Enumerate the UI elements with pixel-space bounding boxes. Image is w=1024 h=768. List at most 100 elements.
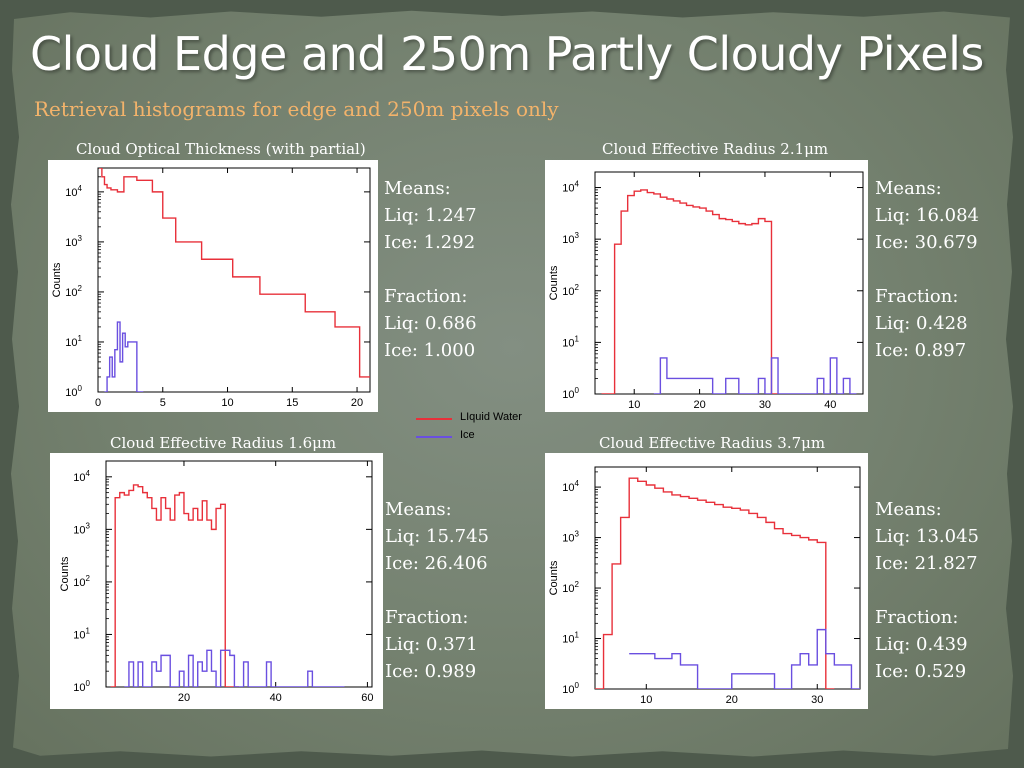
plot-frame	[97, 167, 371, 393]
y-axis-label: Counts	[548, 560, 560, 595]
liq-fraction: Liq: 0.371	[385, 634, 478, 655]
chart-panel-r21: 10 20 30 40 100 101 102 103 104 Counts	[545, 160, 868, 412]
liquid-water-series	[110, 484, 239, 687]
ice-mean: Ice: 21.827	[875, 553, 978, 574]
y-tick-label: 101	[562, 334, 579, 349]
y-tick-exponent: 0	[78, 384, 83, 393]
ice-series	[629, 628, 860, 689]
stats-cot: Means: Liq: 1.247 Ice: 1.292 Fraction: L…	[384, 175, 477, 364]
y-tick-label: 100	[73, 679, 90, 694]
x-tick-label: 30	[811, 694, 823, 706]
y-tick-label: 102	[562, 283, 579, 298]
y-tick-label: 102	[65, 284, 82, 299]
y-tick-exponent: 2	[78, 284, 83, 293]
slide-title: Cloud Edge and 250m Partly Cloudy Pixels	[30, 27, 984, 81]
slide-subtitle: Retrieval histograms for edge and 250m p…	[34, 97, 559, 121]
chart-title-r16: Cloud Effective Radius 1.6μm	[110, 434, 337, 452]
liquid-water-series	[595, 477, 835, 689]
y-tick-exponent: 1	[86, 626, 91, 635]
x-tick-label: 10	[640, 694, 652, 706]
liq-mean: Liq: 1.247	[384, 205, 477, 226]
liquid-water-series	[99, 168, 370, 378]
means-label: Means:	[875, 499, 942, 520]
y-tick-label: 100	[562, 386, 579, 401]
legend-swatch-liquid	[416, 418, 452, 420]
means-label: Means:	[875, 178, 942, 199]
y-tick-exponent: 3	[86, 521, 91, 530]
y-tick-exponent: 2	[575, 580, 580, 589]
ice-series	[124, 649, 345, 687]
stats-r16: Means: Liq: 15.745 Ice: 26.406 Fraction:…	[385, 496, 489, 685]
ice-series	[653, 357, 857, 394]
x-tick-label: 5	[160, 397, 166, 409]
liquid-water-series	[601, 189, 779, 394]
x-tick-label: 10	[221, 397, 233, 409]
liq-fraction: Liq: 0.686	[384, 313, 477, 334]
x-tick-label: 0	[95, 397, 101, 409]
y-tick-exponent: 1	[575, 334, 580, 343]
ice-fraction: Ice: 0.529	[875, 661, 967, 682]
chart-title-r21: Cloud Effective Radius 2.1μm	[602, 140, 829, 158]
y-tick-exponent: 3	[575, 530, 580, 539]
ice-mean: Ice: 26.406	[385, 553, 488, 574]
legend-label-liquid: LIquid Water	[460, 411, 522, 423]
y-tick-label: 104	[562, 479, 579, 494]
ice-mean: Ice: 30.679	[875, 232, 978, 253]
x-tick-label: 40	[270, 692, 282, 704]
y-tick-exponent: 3	[78, 234, 83, 243]
liq-mean: Liq: 16.084	[875, 205, 980, 226]
x-tick-label: 20	[693, 399, 705, 411]
legend: LIquid Water Ice	[410, 408, 550, 446]
y-axis-label: Counts	[548, 265, 560, 300]
liq-mean: Liq: 15.745	[385, 526, 490, 547]
fraction-label: Fraction:	[875, 286, 959, 307]
y-tick-label: 101	[65, 334, 82, 349]
x-tick-label: 20	[351, 397, 363, 409]
ice-fraction: Ice: 0.897	[875, 340, 967, 361]
liq-mean: Liq: 13.045	[875, 526, 980, 547]
x-tick-label: 60	[361, 692, 373, 704]
y-tick-exponent: 4	[575, 180, 580, 189]
plot-frame	[594, 171, 864, 395]
y-tick-label: 100	[562, 681, 579, 696]
y-tick-label: 103	[562, 530, 579, 545]
stats-r21: Means: Liq: 16.084 Ice: 30.679 Fraction:…	[875, 175, 979, 364]
ice-fraction: Ice: 1.000	[384, 340, 476, 361]
ice-mean: Ice: 1.292	[384, 232, 476, 253]
y-tick-exponent: 4	[78, 184, 83, 193]
ice-series	[104, 321, 144, 392]
y-tick-exponent: 1	[78, 334, 83, 343]
x-tick-label: 20	[178, 692, 190, 704]
y-tick-label: 100	[65, 384, 82, 399]
chart-panel-cot: 0 5 10 15 20 100 101 102 103 104 Counts	[48, 160, 378, 412]
legend-swatch-ice	[416, 436, 452, 438]
x-tick-label: 20	[726, 694, 738, 706]
fraction-label: Fraction:	[385, 607, 469, 628]
plot-frame	[594, 466, 861, 690]
y-tick-label: 101	[73, 626, 90, 641]
y-tick-label: 104	[65, 184, 82, 199]
y-tick-exponent: 0	[575, 386, 580, 395]
y-tick-exponent: 2	[575, 283, 580, 292]
chart-panel-r37: 10 20 30 100 101 102 103 104 Counts	[545, 453, 868, 709]
y-tick-exponent: 0	[575, 681, 580, 690]
y-tick-exponent: 1	[575, 631, 580, 640]
chart-panel-r16: 20 40 60 100 101 102 103 104 Counts	[50, 453, 383, 709]
y-tick-label: 103	[562, 231, 579, 246]
legend-label-ice: Ice	[460, 429, 475, 441]
y-tick-label: 103	[73, 521, 90, 536]
ice-fraction: Ice: 0.989	[385, 661, 477, 682]
y-axis-label: Counts	[51, 262, 63, 297]
fraction-label: Fraction:	[384, 286, 468, 307]
x-tick-label: 30	[759, 399, 771, 411]
y-tick-label: 102	[73, 574, 90, 589]
chart-title-cot: Cloud Optical Thickness (with partial)	[76, 140, 366, 158]
y-tick-label: 104	[73, 469, 90, 484]
x-tick-label: 40	[824, 399, 836, 411]
y-tick-exponent: 4	[575, 479, 580, 488]
